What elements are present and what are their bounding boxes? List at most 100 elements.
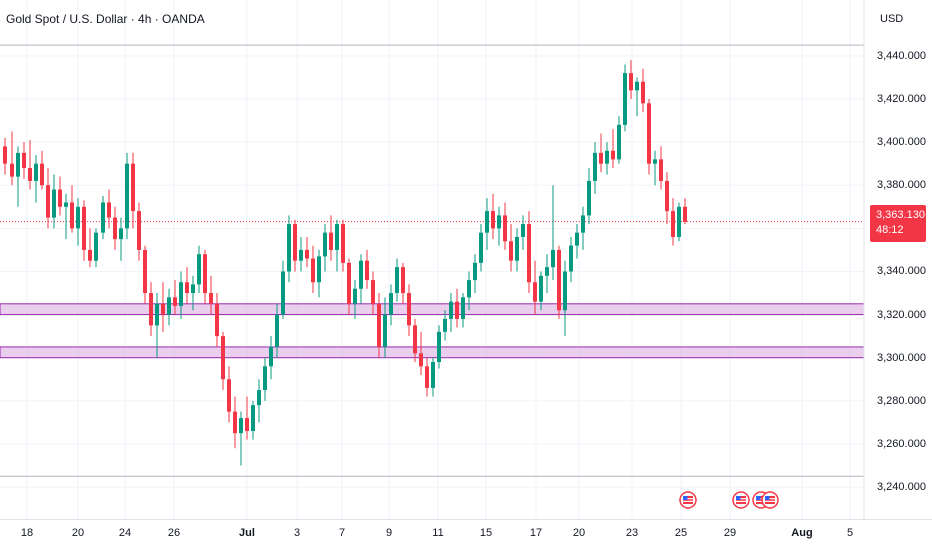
candle[interactable] (215, 293, 219, 347)
candle[interactable] (179, 271, 183, 319)
candle[interactable] (10, 131, 14, 186)
candle[interactable] (227, 366, 231, 423)
candle[interactable] (341, 219, 345, 272)
us-flag-icon[interactable] (732, 491, 750, 509)
candle[interactable] (473, 254, 477, 294)
candle[interactable] (491, 193, 495, 240)
candle[interactable] (269, 336, 273, 380)
candle[interactable] (539, 271, 543, 311)
candle[interactable] (575, 224, 579, 259)
candle[interactable] (407, 284, 411, 337)
candle[interactable] (533, 260, 537, 315)
candle[interactable] (257, 379, 261, 423)
candle[interactable] (371, 271, 375, 315)
candle[interactable] (185, 267, 189, 304)
support-zone[interactable] (0, 346, 865, 359)
candle[interactable] (665, 172, 669, 225)
candle[interactable] (70, 185, 74, 233)
us-flag-icon[interactable] (761, 491, 779, 509)
candle[interactable] (383, 297, 387, 358)
candle[interactable] (485, 198, 489, 250)
candle[interactable] (569, 236, 573, 283)
candle[interactable] (119, 217, 123, 261)
support-zone[interactable] (0, 303, 865, 316)
candle[interactable] (455, 288, 459, 328)
candle[interactable] (149, 282, 153, 337)
candle[interactable] (551, 185, 555, 281)
candle[interactable] (191, 275, 195, 311)
candle[interactable] (503, 202, 507, 250)
candle[interactable] (635, 77, 639, 117)
candle[interactable] (479, 224, 483, 272)
candle[interactable] (377, 293, 381, 358)
candle[interactable] (22, 142, 26, 179)
candle[interactable] (497, 206, 501, 246)
candle[interactable] (515, 228, 519, 272)
candle[interactable] (88, 228, 92, 268)
candle[interactable] (137, 202, 141, 261)
candle[interactable] (593, 142, 597, 194)
candle[interactable] (347, 258, 351, 315)
candle[interactable] (143, 245, 147, 304)
candle[interactable] (167, 288, 171, 326)
candle[interactable] (641, 68, 645, 112)
candle[interactable] (521, 215, 525, 250)
candle[interactable] (251, 400, 255, 440)
candle[interactable] (563, 260, 567, 337)
candle[interactable] (335, 219, 339, 272)
candle[interactable] (293, 219, 297, 272)
candle[interactable] (437, 325, 441, 369)
candle[interactable] (431, 357, 435, 397)
candle[interactable] (581, 206, 585, 250)
candle[interactable] (275, 303, 279, 358)
candle[interactable] (203, 249, 207, 304)
candle[interactable] (419, 331, 423, 375)
candle[interactable] (263, 357, 267, 401)
candle[interactable] (125, 152, 129, 240)
candle[interactable] (389, 284, 393, 326)
candle[interactable] (107, 189, 111, 229)
candle[interactable] (28, 139, 32, 190)
candle[interactable] (683, 198, 687, 225)
candle[interactable] (467, 271, 471, 311)
candle[interactable] (197, 245, 201, 294)
candle[interactable] (131, 152, 135, 229)
candle[interactable] (449, 293, 453, 332)
candle[interactable] (353, 280, 357, 319)
candle[interactable] (299, 236, 303, 272)
candle[interactable] (587, 167, 591, 225)
candle[interactable] (311, 245, 315, 294)
candle[interactable] (239, 411, 243, 466)
candle[interactable] (287, 215, 291, 283)
chart-title[interactable]: Gold Spot / U.S. Dollar · 4h · OANDA (6, 12, 205, 26)
candle[interactable] (305, 236, 309, 268)
us-flag-icon[interactable] (679, 491, 697, 509)
candle[interactable] (209, 275, 213, 315)
candle[interactable] (443, 310, 447, 341)
candle[interactable] (425, 357, 429, 397)
candle[interactable] (329, 215, 333, 261)
candle[interactable] (46, 167, 50, 229)
candle[interactable] (58, 176, 62, 216)
candle[interactable] (317, 249, 321, 298)
candle[interactable] (677, 202, 681, 242)
candle[interactable] (395, 258, 399, 302)
candle[interactable] (611, 129, 615, 168)
candle[interactable] (659, 146, 663, 190)
candle[interactable] (82, 200, 86, 261)
candle[interactable] (365, 249, 369, 289)
candle[interactable] (413, 318, 417, 363)
candle[interactable] (545, 254, 549, 294)
candle[interactable] (113, 206, 117, 250)
candle[interactable] (52, 174, 56, 229)
candle[interactable] (245, 396, 249, 440)
candle[interactable] (161, 282, 165, 332)
candle[interactable] (509, 224, 513, 272)
event-markers[interactable] (679, 491, 779, 509)
candle[interactable] (94, 228, 98, 268)
candle[interactable] (461, 293, 465, 328)
currency-label[interactable]: USD (880, 13, 904, 25)
candle[interactable] (64, 193, 68, 240)
candle[interactable] (605, 142, 609, 175)
